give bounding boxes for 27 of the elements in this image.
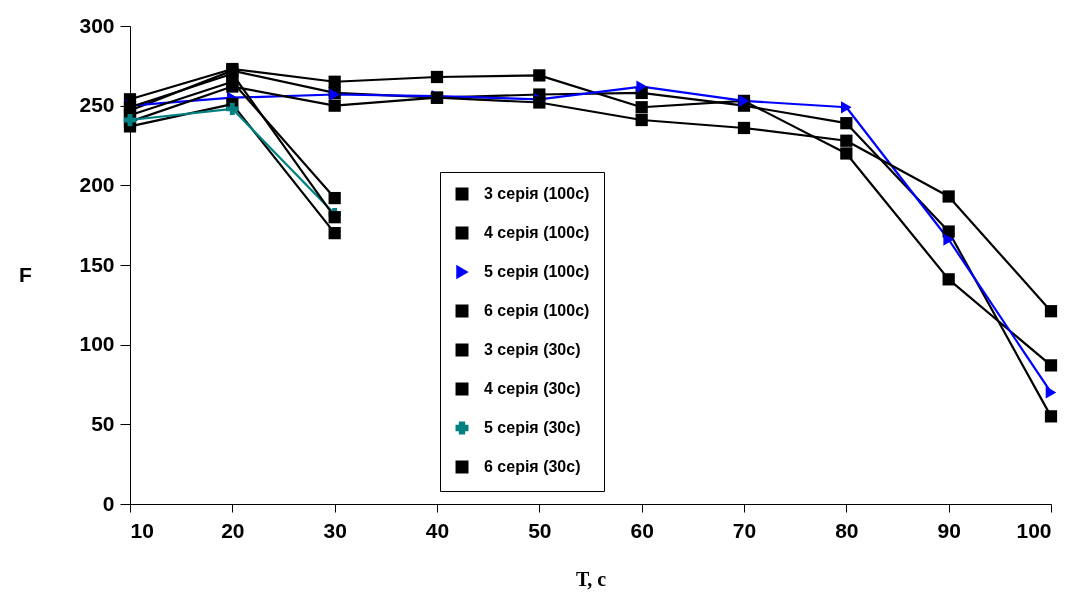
x-tick-label: 10 <box>130 518 154 542</box>
legend-label: 3 серія (100с) <box>484 185 590 202</box>
y-axis-title: F <box>19 262 33 286</box>
x-tick-label: 40 <box>425 518 450 542</box>
legend-label: 5 серія (100с) <box>484 263 590 280</box>
x-tick-label: 20 <box>221 518 245 542</box>
y-tick-label: 300 <box>79 13 115 37</box>
legend-label: 5 серія (30с) <box>484 419 581 436</box>
x-tick-label: 60 <box>630 518 654 542</box>
y-tick-label: 200 <box>79 172 115 196</box>
x-tick-label: 30 <box>323 518 347 542</box>
legend-label: 6 серія (30с) <box>484 458 581 475</box>
y-tick-label: 250 <box>79 93 115 117</box>
x-tick-label: 80 <box>835 518 859 542</box>
legend-label: 4 серія (30с) <box>484 380 581 397</box>
x-tick-label: 50 <box>528 518 552 542</box>
x-tick-label: 100 <box>1016 518 1052 542</box>
y-tick-label: 100 <box>79 332 115 356</box>
y-tick-label: 50 <box>91 411 115 435</box>
legend-label: 6 серія (100с) <box>484 302 590 319</box>
legend-label: 3 серія (30с) <box>484 341 581 358</box>
x-axis-title: Т, с <box>575 567 607 590</box>
legend-label: 4 серія (100с) <box>484 224 590 241</box>
x-tick-label: 70 <box>732 518 757 542</box>
y-tick-label: 0 <box>102 491 115 515</box>
y-tick-label: 150 <box>79 252 115 276</box>
x-tick-label: 90 <box>937 518 961 542</box>
